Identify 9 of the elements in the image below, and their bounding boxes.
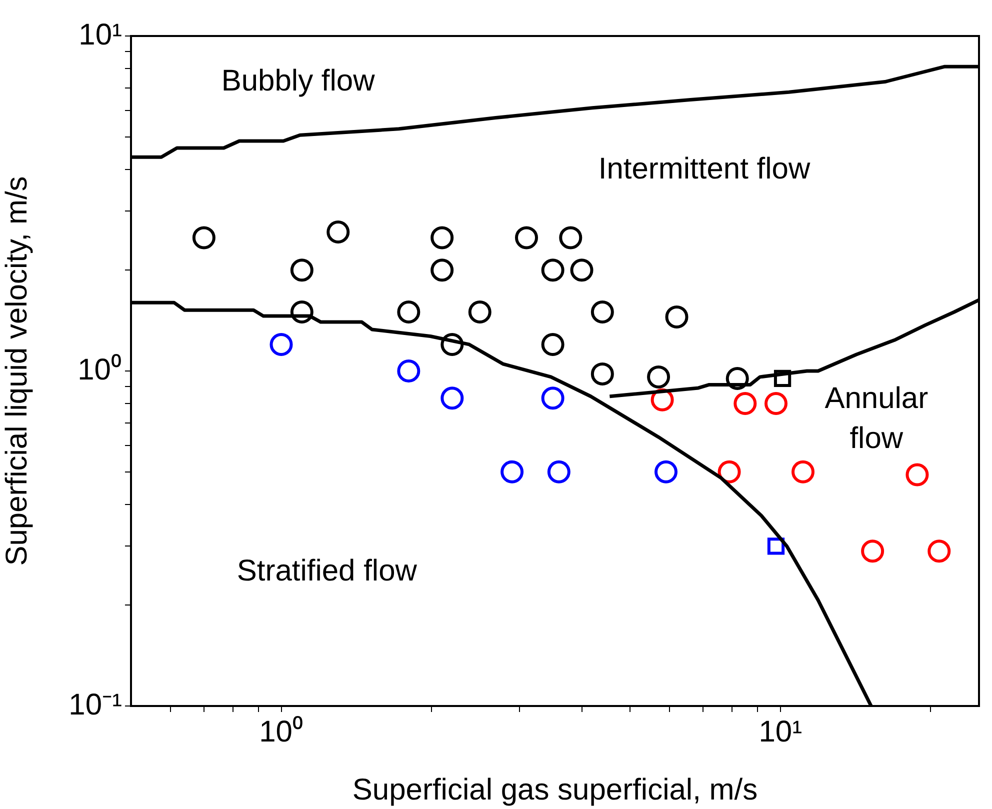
x-axis-title: Superficial gas superficial, m/s (352, 773, 758, 806)
annotation: Intermittent flow (598, 152, 810, 186)
annotation: Stratified flow (236, 554, 418, 588)
annotation: Bubbly flow (221, 64, 376, 98)
y-axis-title: Superficial liquid velocity, m/s (0, 176, 34, 566)
annotation: Annular flow (824, 382, 928, 456)
y-tick-label: 10⁰ (78, 353, 122, 386)
y-tick-label: 10¹ (78, 18, 122, 52)
y-tick-label: 10⁻¹ (68, 688, 122, 722)
